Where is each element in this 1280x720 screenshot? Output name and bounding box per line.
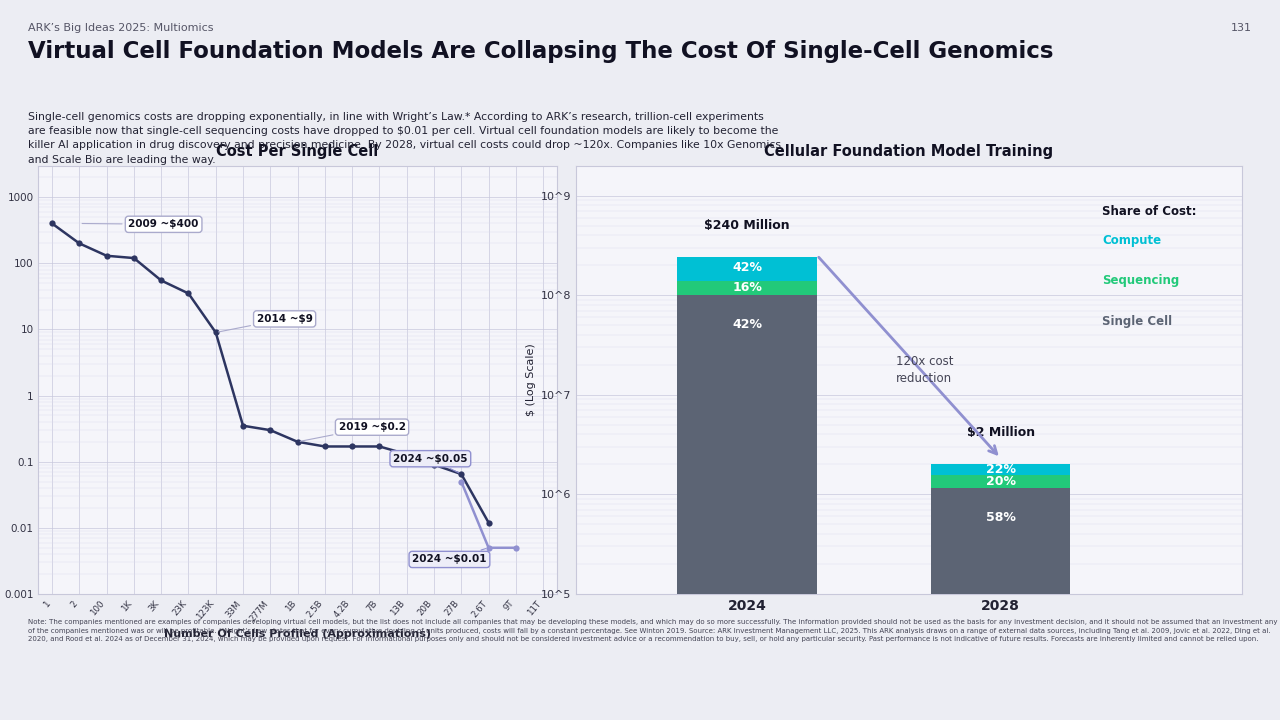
Text: Virtual Cell Foundation Models Are Collapsing The Cost Of Single-Cell Genomics: Virtual Cell Foundation Models Are Colla… bbox=[28, 40, 1053, 63]
Text: 2019 ~$0.2: 2019 ~$0.2 bbox=[301, 422, 406, 441]
Text: 2024 ~$0.05: 2024 ~$0.05 bbox=[393, 454, 467, 473]
Text: 58%: 58% bbox=[986, 511, 1015, 524]
Title: Cellular Foundation Model Training: Cellular Foundation Model Training bbox=[764, 144, 1053, 159]
Bar bbox=[677, 257, 817, 281]
Text: 22%: 22% bbox=[986, 463, 1016, 476]
Text: ARK’s Big Ideas 2025: Multiomics: ARK’s Big Ideas 2025: Multiomics bbox=[28, 23, 214, 33]
X-axis label: Number Of Cells Profiled (Approximations): Number Of Cells Profiled (Approximations… bbox=[164, 629, 431, 639]
Text: Single Cell: Single Cell bbox=[1102, 315, 1172, 328]
Text: 2009 ~$400: 2009 ~$400 bbox=[82, 220, 198, 229]
Y-axis label: $ (Log Scale): $ (Log Scale) bbox=[526, 343, 536, 416]
Text: 2024 ~$0.01: 2024 ~$0.01 bbox=[412, 549, 486, 564]
Text: Compute: Compute bbox=[1102, 235, 1161, 248]
Text: Note: The companies mentioned are examples of companies developing virtual cell : Note: The companies mentioned are exampl… bbox=[28, 619, 1277, 642]
Bar bbox=[677, 295, 817, 720]
Bar bbox=[931, 475, 1070, 488]
Text: Single-cell genomics costs are dropping exponentially, in line with Wright’s Law: Single-cell genomics costs are dropping … bbox=[28, 112, 781, 165]
Text: $240 Million: $240 Million bbox=[704, 219, 790, 232]
Bar bbox=[931, 464, 1070, 475]
Text: 131: 131 bbox=[1231, 23, 1252, 33]
Bar bbox=[677, 281, 817, 295]
Title: Cost Per Single Cell: Cost Per Single Cell bbox=[216, 144, 379, 159]
Text: 20%: 20% bbox=[986, 474, 1016, 487]
Text: 42%: 42% bbox=[732, 318, 762, 331]
Text: 16%: 16% bbox=[732, 281, 762, 294]
Text: Share of Cost:: Share of Cost: bbox=[1102, 205, 1197, 218]
Text: 42%: 42% bbox=[732, 261, 762, 274]
Text: 2014 ~$9: 2014 ~$9 bbox=[219, 314, 312, 332]
Text: $2 Million: $2 Million bbox=[966, 426, 1034, 439]
Bar bbox=[931, 488, 1070, 720]
Text: Sequencing: Sequencing bbox=[1102, 274, 1179, 287]
Text: 120x cost
reduction: 120x cost reduction bbox=[896, 355, 954, 385]
